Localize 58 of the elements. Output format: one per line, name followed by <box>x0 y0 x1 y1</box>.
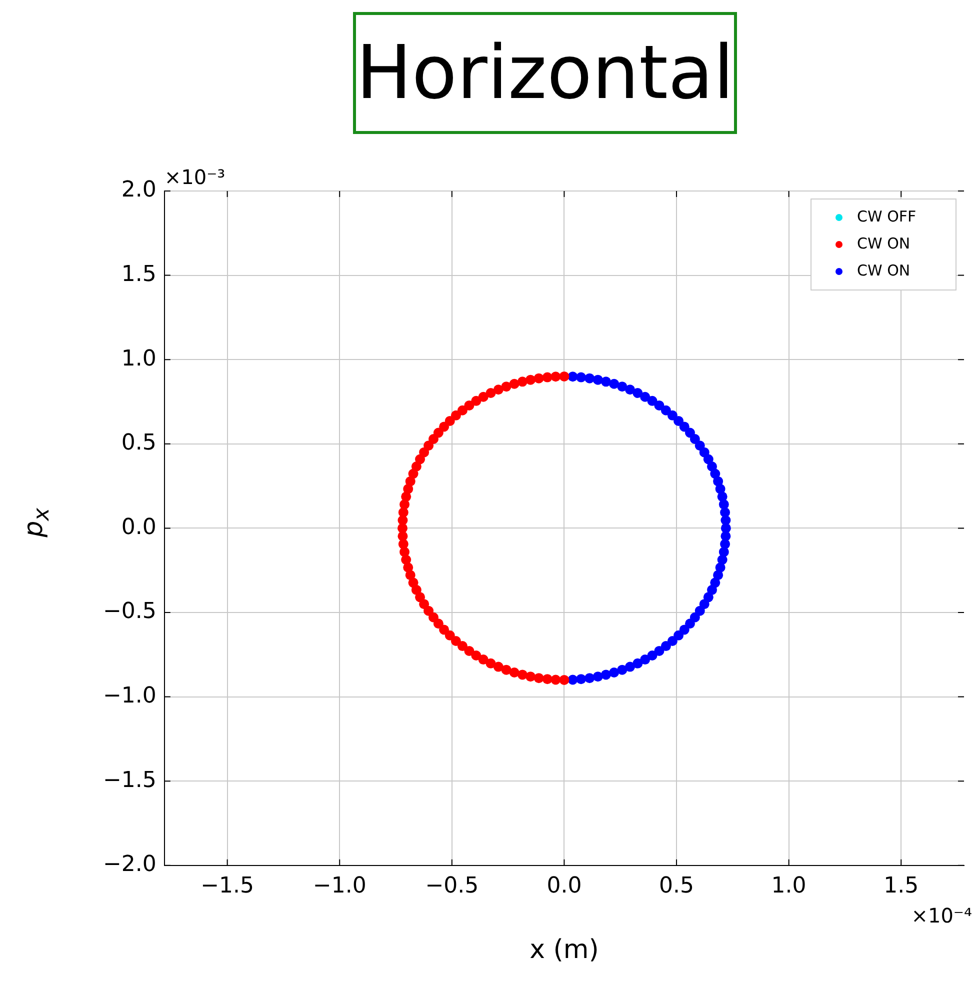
point <box>632 658 643 668</box>
point <box>617 664 628 675</box>
point <box>684 618 695 629</box>
point <box>625 384 636 395</box>
point <box>679 422 690 432</box>
point <box>674 630 684 640</box>
y-tick-label: 1.5 <box>121 262 156 288</box>
point <box>647 650 658 660</box>
point <box>694 606 705 616</box>
point <box>592 672 603 682</box>
point <box>609 378 620 389</box>
point <box>667 636 678 646</box>
point <box>654 400 664 410</box>
point <box>600 670 611 680</box>
legend-label: CW OFF <box>857 207 916 226</box>
y-tick-label: 2.0 <box>121 178 156 203</box>
x-tick-label: −1.0 <box>312 873 366 898</box>
point <box>660 405 671 416</box>
point <box>600 376 611 387</box>
point <box>674 416 684 426</box>
point <box>679 624 690 635</box>
x-tick-label: −0.5 <box>425 873 479 898</box>
legend-label: CW ON <box>857 234 910 252</box>
point <box>640 654 650 665</box>
x-tick-label: 0.0 <box>546 873 582 898</box>
point <box>568 674 578 685</box>
point <box>654 646 664 656</box>
point <box>707 584 717 595</box>
point <box>660 641 671 652</box>
point <box>617 382 628 392</box>
text: ×10⁻⁴ <box>911 904 972 928</box>
point <box>625 662 636 672</box>
x-tick-label: −1.5 <box>200 873 254 898</box>
legend-label: CW ON <box>857 261 910 280</box>
point <box>592 374 603 385</box>
text: ×10⁻³ <box>164 165 226 190</box>
point <box>576 372 586 382</box>
y-tick-label: 0.5 <box>121 430 156 456</box>
point <box>584 673 595 684</box>
point <box>584 373 595 384</box>
x-tick-label: 1.0 <box>771 873 806 898</box>
y-tick-label: −1.5 <box>103 768 156 793</box>
point <box>632 388 643 398</box>
y-tick-label: 0.0 <box>121 514 156 540</box>
x-tick-label: 1.5 <box>884 873 919 898</box>
point <box>667 410 678 420</box>
x-tick-label: 0.5 <box>659 873 694 898</box>
point <box>576 674 586 684</box>
y-tick-label: −0.5 <box>103 599 156 624</box>
point <box>640 392 650 402</box>
y-tick-label: 1.0 <box>121 346 156 372</box>
point <box>609 668 620 678</box>
chart-title: Horizontal <box>353 12 737 134</box>
point <box>647 396 658 406</box>
x-axis-title: x (m) <box>530 935 599 966</box>
y-tick-label: −2.0 <box>103 852 156 878</box>
y-tick-label: −1.0 <box>103 684 156 709</box>
point <box>690 434 700 444</box>
